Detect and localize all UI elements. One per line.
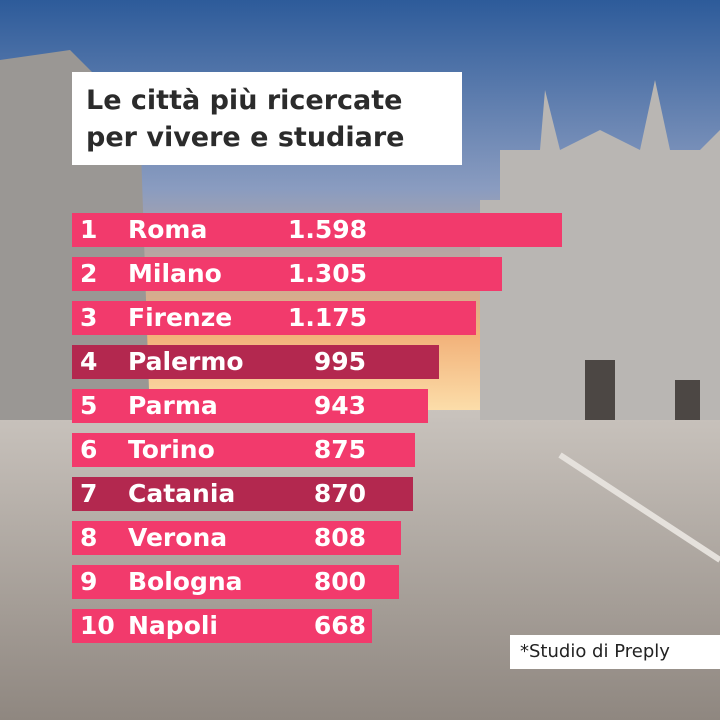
city-label: Parma [128,391,218,420]
value-label: 1.598 [288,215,368,244]
city-label: Torino [128,435,215,464]
bar: 9 Bologna 800 [72,565,400,599]
value-label: 875 [313,435,366,464]
bar: 10 Napoli 668 [72,609,373,643]
rank: 7 [80,479,98,508]
city-label: Firenze [128,303,233,332]
city-label: Palermo [128,347,244,376]
bar: 6 Torino 875 [72,433,415,467]
bar: 1 Roma 1.598 [72,213,562,247]
rank: 6 [80,435,98,464]
value-label: 943 [313,391,366,420]
rank: 1 [80,215,98,244]
value-label: 995 [313,347,366,376]
rank: 3 [80,303,98,332]
value-label: 800 [313,567,366,596]
bar: 2 Milano 1.305 [72,257,503,291]
bar: 7 Catania 870 [72,477,414,511]
rank: 5 [80,391,98,420]
value-label: 870 [313,479,366,508]
value-label: 1.305 [288,259,368,288]
rank: 9 [80,567,98,596]
bar: 8 Verona 808 [72,521,401,555]
bar: 3 Firenze 1.175 [72,301,476,335]
city-label: Verona [128,523,228,552]
value-label: 1.175 [288,303,368,332]
bar: 4 Palermo 995 [72,345,439,379]
source-note: *Studio di Preply [510,635,720,669]
rank: 10 [80,611,115,640]
value-label: 668 [313,611,366,640]
rank: 2 [80,259,98,288]
rank: 4 [80,347,98,376]
bar: 5 Parma 943 [72,389,429,423]
city-label: Bologna [128,567,243,596]
city-label: Napoli [128,611,219,640]
city-label: Roma [128,215,208,244]
title: Le città più ricercate per vivere e stud… [72,72,462,165]
city-label: Milano [128,259,222,288]
city-label: Catania [128,479,236,508]
value-label: 808 [313,523,366,552]
rank: 8 [80,523,98,552]
